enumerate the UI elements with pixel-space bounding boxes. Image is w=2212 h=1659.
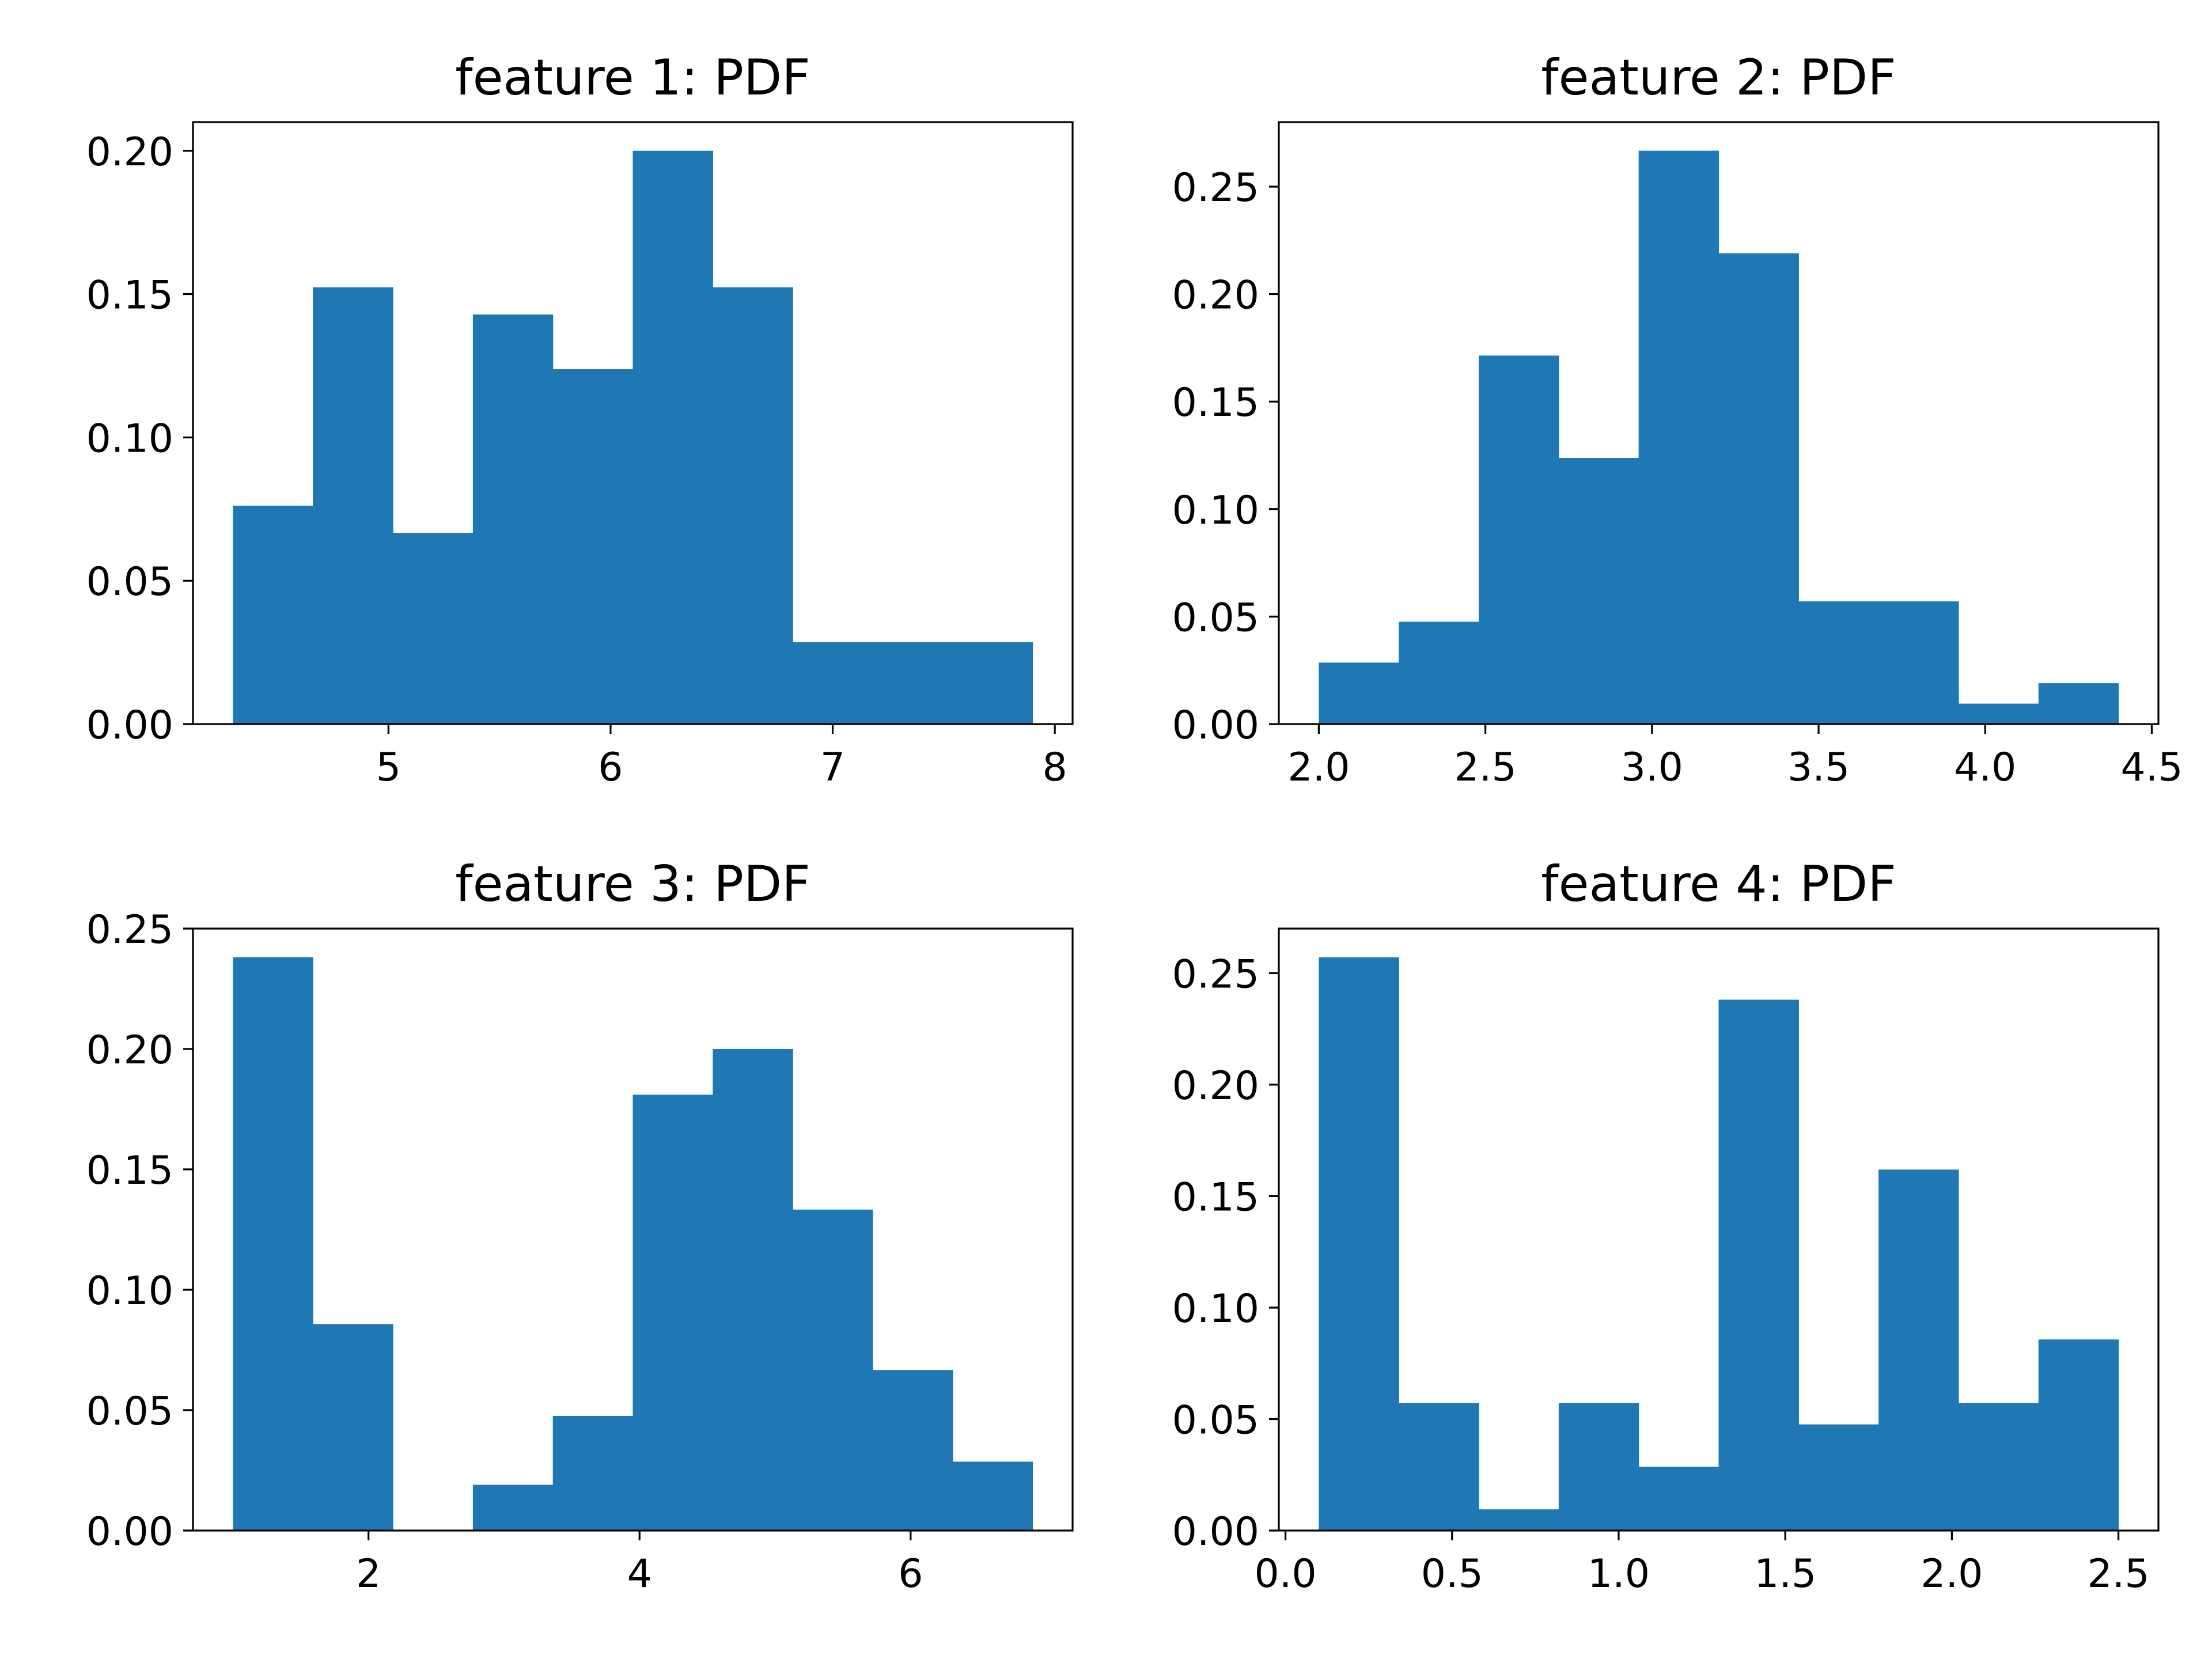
- y-tick-label: 0.15: [86, 273, 173, 319]
- histogram-bar: [1718, 253, 1799, 724]
- subplot-title: feature 3: PDF: [455, 855, 810, 913]
- y-tick-label: 0.00: [86, 1509, 173, 1555]
- subplot-2: feature 2: PDF 2.0 2.5 3.0 3.5 4.0 4.5 0.00 0.05…: [1172, 49, 2183, 790]
- histogram-bar: [233, 957, 313, 1531]
- y-tick-label: 0.00: [86, 703, 173, 748]
- histogram-bar: [1958, 1403, 2039, 1531]
- histogram-bar: [313, 1324, 393, 1531]
- x-tick-label: 6: [598, 745, 623, 790]
- histogram-bar: [313, 287, 393, 725]
- y-tick-label: 0.10: [86, 1268, 173, 1314]
- histogram-bar: [793, 642, 873, 724]
- histogram-bar: [872, 642, 953, 724]
- histogram-bar: [713, 1049, 793, 1531]
- histogram-bar: [1479, 1509, 1559, 1531]
- histogram-bar: [872, 1370, 953, 1531]
- x-tick-label: 6: [898, 1551, 923, 1597]
- histogram-bar: [1958, 703, 2039, 724]
- histogram-bar: [1638, 150, 1719, 724]
- histogram-bar: [552, 369, 634, 724]
- axes-frame: [1278, 927, 2160, 1532]
- histogram-bar: [1558, 1403, 1639, 1531]
- x-tick-label: 2.5: [1455, 745, 1517, 790]
- axes-frame: [192, 121, 1074, 725]
- x-tick-label: 0.5: [1421, 1551, 1483, 1597]
- x-tick-label: 1.5: [1754, 1551, 1816, 1597]
- histogram-bar: [2038, 1339, 2119, 1531]
- histogram-bar: [1479, 355, 1559, 724]
- y-tick-label: 0.20: [1172, 273, 1259, 319]
- x-tick-label: 4.0: [1954, 745, 2016, 790]
- y-tick-label: 0.15: [1172, 380, 1259, 426]
- y-tick-label: 0.20: [86, 130, 173, 175]
- histogram-bar: [1798, 601, 1879, 724]
- y-tick-label: 0.00: [1172, 703, 1259, 748]
- x-tick-label: 2.5: [2088, 1551, 2150, 1597]
- x-tick-label: 4.5: [2120, 745, 2183, 790]
- histogram-bar: [1878, 601, 1959, 724]
- y-tick-label: 0.20: [1172, 1063, 1259, 1109]
- histogram-bar: [1558, 457, 1639, 724]
- y-tick-label: 0.25: [1172, 165, 1259, 211]
- subplot-title: feature 4: PDF: [1541, 855, 1896, 913]
- y-tick-label: 0.05: [86, 559, 173, 605]
- histogram-bar: [552, 1416, 634, 1531]
- y-tick-label: 0.15: [86, 1148, 173, 1194]
- histogram-bar: [1718, 999, 1799, 1531]
- axes-frame: [1278, 121, 2160, 725]
- histogram-bar: [952, 642, 1033, 724]
- histogram-bar: [393, 533, 474, 724]
- histogram-bar: [472, 1484, 554, 1531]
- y-tick-label: 0.05: [1172, 595, 1259, 641]
- y-tick-label: 0.10: [1172, 1286, 1259, 1332]
- subplot-4: feature 4: PDF 0.0 0.5 1.0 1.5 2.0 2.5 0.00 0.05…: [1172, 855, 2160, 1597]
- y-tick-label: 0.05: [1172, 1397, 1259, 1443]
- x-tick-label: 5: [376, 745, 401, 790]
- y-tick-label: 0.10: [86, 416, 173, 461]
- axes-frame: [192, 927, 1074, 1532]
- histogram-bar: [1878, 1169, 1959, 1531]
- histogram-bar: [2038, 683, 2119, 724]
- histogram-bar: [1798, 1424, 1879, 1531]
- histogram-bar: [632, 1094, 713, 1531]
- y-tick-label: 0.00: [1172, 1509, 1259, 1555]
- y-tick-label: 0.05: [86, 1389, 173, 1434]
- x-tick-label: 2: [356, 1551, 381, 1597]
- y-tick-label: 0.25: [1172, 952, 1259, 997]
- histogram-bar: [1319, 662, 1399, 724]
- histogram-bar: [1399, 1403, 1479, 1531]
- histogram-bar: [472, 314, 554, 724]
- x-tick-label: 3.0: [1621, 745, 1683, 790]
- y-tick-label: 0.20: [86, 1028, 173, 1073]
- histogram-bar: [632, 150, 713, 724]
- x-tick-label: 1.0: [1588, 1551, 1650, 1597]
- x-tick-label: 2.0: [1921, 1551, 1983, 1597]
- histogram-bar: [1319, 957, 1399, 1531]
- histogram-bar: [713, 287, 793, 725]
- subplot-3: feature 3: PDF 2 4 6 0.00 0.05 0.10 0.15 0.20 0.2…: [86, 855, 1074, 1597]
- histogram-bar: [793, 1209, 873, 1531]
- histogram-bar: [233, 505, 313, 724]
- y-tick-label: 0.25: [86, 907, 173, 953]
- x-tick-label: 0.0: [1254, 1551, 1316, 1597]
- histogram-bar: [1638, 1467, 1719, 1531]
- y-tick-label: 0.15: [1172, 1175, 1259, 1220]
- subplot-1: feature 1: PDF 5 6 7 8 0.00 0.05 0.10 0.15 0.20: [86, 49, 1074, 790]
- x-tick-label: 2.0: [1287, 745, 1350, 790]
- histogram-bar: [1399, 622, 1479, 724]
- x-tick-label: 8: [1043, 745, 1067, 790]
- x-tick-label: 7: [820, 745, 845, 790]
- histogram-bar: [952, 1461, 1033, 1531]
- x-tick-label: 3.5: [1787, 745, 1850, 790]
- x-tick-label: 4: [627, 1551, 652, 1597]
- subplot-title: feature 1: PDF: [455, 49, 810, 107]
- subplot-title: feature 2: PDF: [1541, 49, 1896, 107]
- y-tick-label: 0.10: [1172, 488, 1259, 533]
